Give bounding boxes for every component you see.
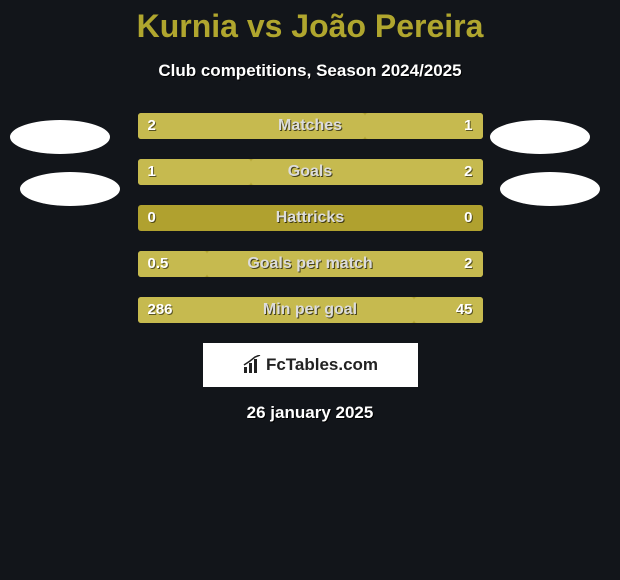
stat-label: Hattricks <box>138 205 483 231</box>
site-logo[interactable]: FcTables.com <box>203 343 418 387</box>
comparison-title: Kurnia vs João Pereira <box>0 0 620 45</box>
snapshot-date: 26 january 2025 <box>0 403 620 423</box>
comparison-subtitle: Club competitions, Season 2024/2025 <box>0 61 620 81</box>
stat-label: Matches <box>138 113 483 139</box>
stat-row-min-per-goal: 286 45 Min per goal <box>138 297 483 323</box>
stat-row-matches: 2 1 Matches <box>138 113 483 139</box>
chart-icon <box>242 355 262 375</box>
stat-label: Goals per match <box>138 251 483 277</box>
stat-row-hattricks: 0 0 Hattricks <box>138 205 483 231</box>
stat-row-goals: 1 2 Goals <box>138 159 483 185</box>
stats-container: 2 1 Matches 1 2 Goals 0 0 Hattricks 0.5 … <box>0 113 620 323</box>
site-logo-text: FcTables.com <box>266 355 378 375</box>
stat-label: Min per goal <box>138 297 483 323</box>
stat-row-goals-per-match: 0.5 2 Goals per match <box>138 251 483 277</box>
stat-label: Goals <box>138 159 483 185</box>
